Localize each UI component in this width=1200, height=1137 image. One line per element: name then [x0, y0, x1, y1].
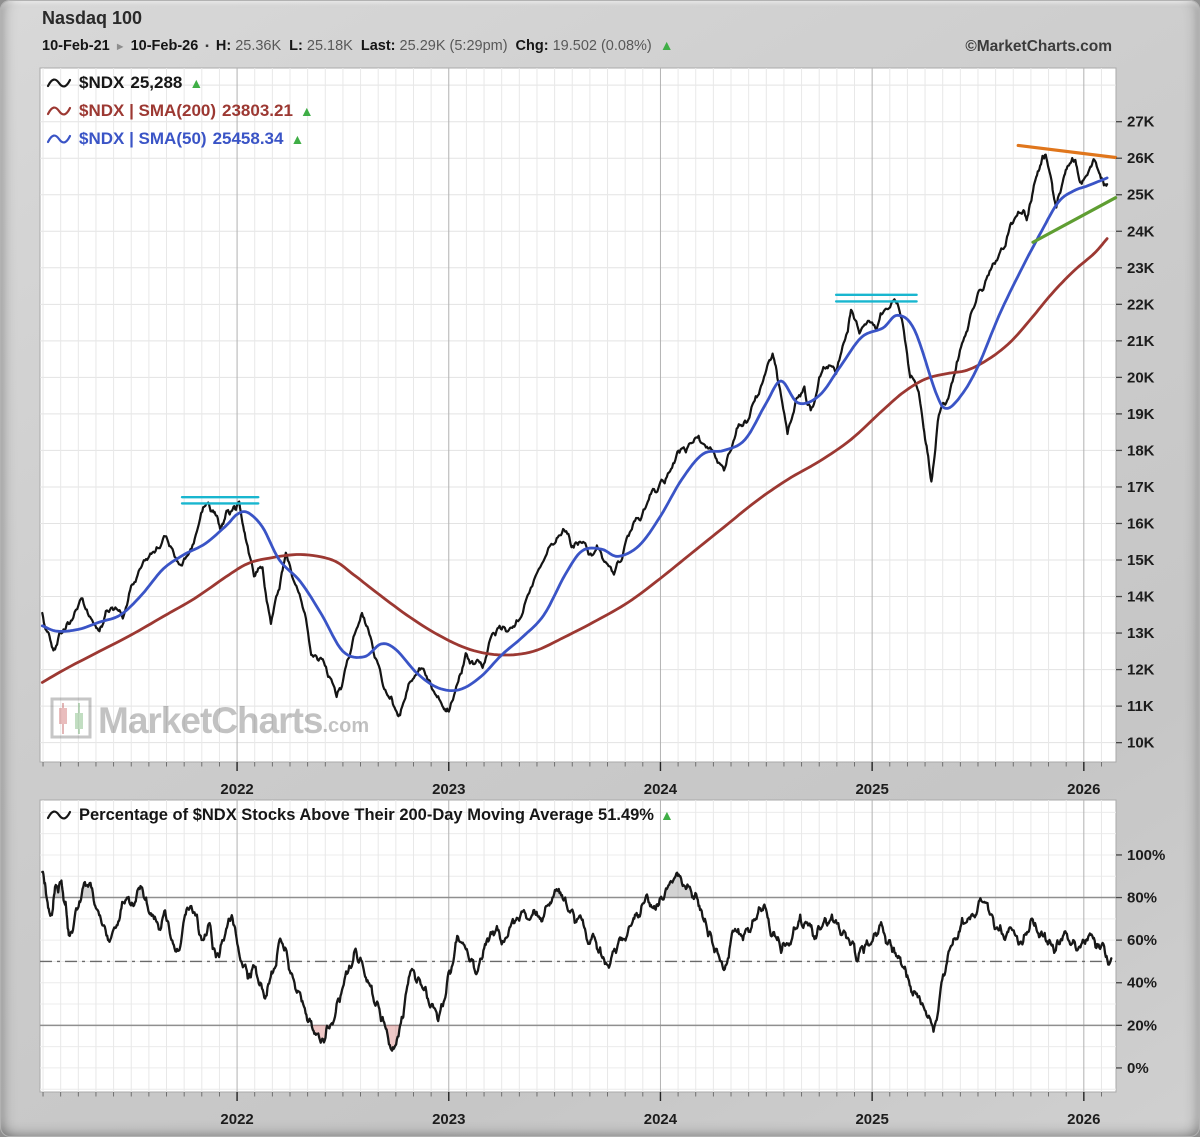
y-axis: 10K 11K 12K 13K 14K 15K 16K 17K 18K 19K 20K 21K 22K 2…: [1116, 114, 1155, 752]
up-arrow-icon: ▲: [290, 131, 305, 147]
watermark-text: MarketCharts: [98, 700, 323, 741]
y-tick-label: 24K: [1127, 223, 1155, 240]
y-tick-label: 10K: [1127, 735, 1155, 752]
legend-item-sma200: $NDX | SMA(200) 23803.21 ▲: [46, 101, 314, 129]
upper-trendline: [1016, 143, 1118, 160]
last-label: Last:: [360, 38, 396, 54]
legend-item-sma50: $NDX | SMA(50) 25458.34 ▲: [46, 129, 314, 157]
main-chart-panel: 10K 11K 12K 13K 14K 15K 16K 17K 18K 19K 20K 21K 22K 2…: [39, 67, 1155, 798]
legend-item-ndx: $NDX 25,288 ▲: [46, 73, 314, 101]
last-value: 25.29K (5:29pm): [399, 38, 508, 54]
legend-value: 25,288: [130, 73, 183, 92]
bullet-icon: ▪: [205, 41, 209, 52]
line-style-icon: [46, 134, 72, 144]
y-tick-label: 20%: [1127, 1017, 1157, 1034]
low-value: 25.18K: [306, 38, 353, 54]
copyright: ©MarketCharts.com: [965, 38, 1112, 55]
date-from: 10-Feb-21: [42, 38, 110, 54]
y-tick-label: 25K: [1127, 187, 1155, 204]
x-tick-label: 2026: [1067, 1111, 1100, 1128]
legend-value: 25458.34: [212, 129, 284, 148]
line-style-icon: [46, 78, 72, 88]
chg-label: Chg:: [515, 38, 549, 54]
y-tick-label: 11K: [1127, 698, 1154, 715]
high-label: H:: [215, 38, 232, 54]
y-tick-label: 22K: [1127, 296, 1155, 313]
y-tick-label: 15K: [1127, 552, 1155, 569]
y-tick-label: 0%: [1127, 1060, 1149, 1077]
lower-trendline: [1031, 196, 1118, 244]
watermark-suffix: .com: [322, 715, 370, 737]
series-group: [40, 153, 1109, 718]
low-label: L:: [289, 38, 303, 54]
line-style-icon: [46, 106, 72, 116]
y-tick-label: 23K: [1127, 260, 1155, 277]
y-tick-label: 21K: [1127, 333, 1155, 350]
legend-label: $NDX | SMA(200): [79, 101, 217, 120]
x-tick-label: 2025: [855, 1111, 888, 1128]
y-tick-label: 20K: [1127, 369, 1155, 386]
watermark: MarketCharts .com: [50, 697, 369, 739]
range-arrow-icon: ►: [114, 41, 126, 53]
y-tick-label: 80%: [1127, 890, 1157, 907]
breadth-title-text: Percentage of $NDX Stocks Above Their 20…: [79, 806, 594, 824]
grid: [40, 68, 1116, 762]
legend-value: 23803.21: [222, 101, 293, 120]
high-value: 25.36K: [235, 38, 282, 54]
y-tick-label: 19K: [1127, 406, 1155, 423]
x-tick-label: 2022: [220, 1111, 253, 1128]
y-tick-label: 12K: [1127, 662, 1155, 679]
series-group: [41, 870, 1113, 1052]
y-tick-label: 16K: [1127, 515, 1155, 532]
breadth-panel-title: Percentage of $NDX Stocks Above Their 20…: [46, 806, 674, 825]
y-axis: 0% 20% 40% 60% 80% 100%: [1116, 847, 1165, 1077]
main-chart-legend: $NDX 25,288 ▲ $NDX | SMA(200) 23803.21 ▲ $ND…: [46, 73, 314, 157]
date-to: 10-Feb-26: [130, 38, 199, 54]
y-tick-label: 13K: [1127, 625, 1155, 642]
x-tick-label: 2024: [644, 1111, 678, 1128]
-ndx-line: [41, 153, 1109, 718]
up-arrow-icon: ▲: [189, 75, 204, 91]
x-tick-label: 2026: [1067, 781, 1100, 798]
page-title: Nasdaq 100: [42, 8, 143, 28]
y-tick-label: 14K: [1127, 589, 1155, 606]
y-tick-label: 17K: [1127, 479, 1155, 496]
-ndx-sma-50--line: [40, 176, 1109, 692]
x-tick-label: 2023: [432, 1111, 465, 1128]
up-arrow-icon: ▲: [659, 37, 674, 53]
pct-above-200dma-line: [41, 870, 1113, 1052]
x-tick-label: 2022: [220, 781, 253, 798]
y-tick-label: 100%: [1127, 847, 1165, 864]
breadth-title-value: 51.49%: [598, 806, 654, 824]
x-tick-label: 2023: [432, 781, 465, 798]
up-arrow-icon: ▲: [299, 103, 314, 119]
x-axis: 2022 2023 2024 2025 2026: [42, 1092, 1102, 1128]
y-tick-label: 40%: [1127, 975, 1157, 992]
x-axis: 2022 2023 2024 2025 2026: [42, 762, 1102, 798]
header-info-bar: 10-Feb-21 ► 10-Feb-26 ▪ H: 25.36K L: 25.18K La…: [42, 37, 674, 54]
chg-value: 19.502 (0.08%): [552, 38, 652, 54]
y-tick-label: 27K: [1127, 114, 1155, 131]
x-tick-label: 2024: [644, 781, 678, 798]
y-tick-label: 26K: [1127, 150, 1155, 167]
y-tick-label: 18K: [1127, 442, 1155, 459]
marketcharts-logo-icon: [50, 697, 92, 739]
legend-label: $NDX: [79, 73, 125, 92]
up-arrow-icon: ▲: [659, 807, 674, 823]
x-tick-label: 2025: [855, 781, 888, 798]
breadth-chart-panel: 0% 20% 40% 60% 80% 100% 2022 2023 2024 2025 2026: [39, 799, 1165, 1128]
legend-label: $NDX | SMA(50): [79, 129, 207, 148]
line-style-icon: [46, 810, 72, 820]
y-tick-label: 60%: [1127, 932, 1157, 949]
